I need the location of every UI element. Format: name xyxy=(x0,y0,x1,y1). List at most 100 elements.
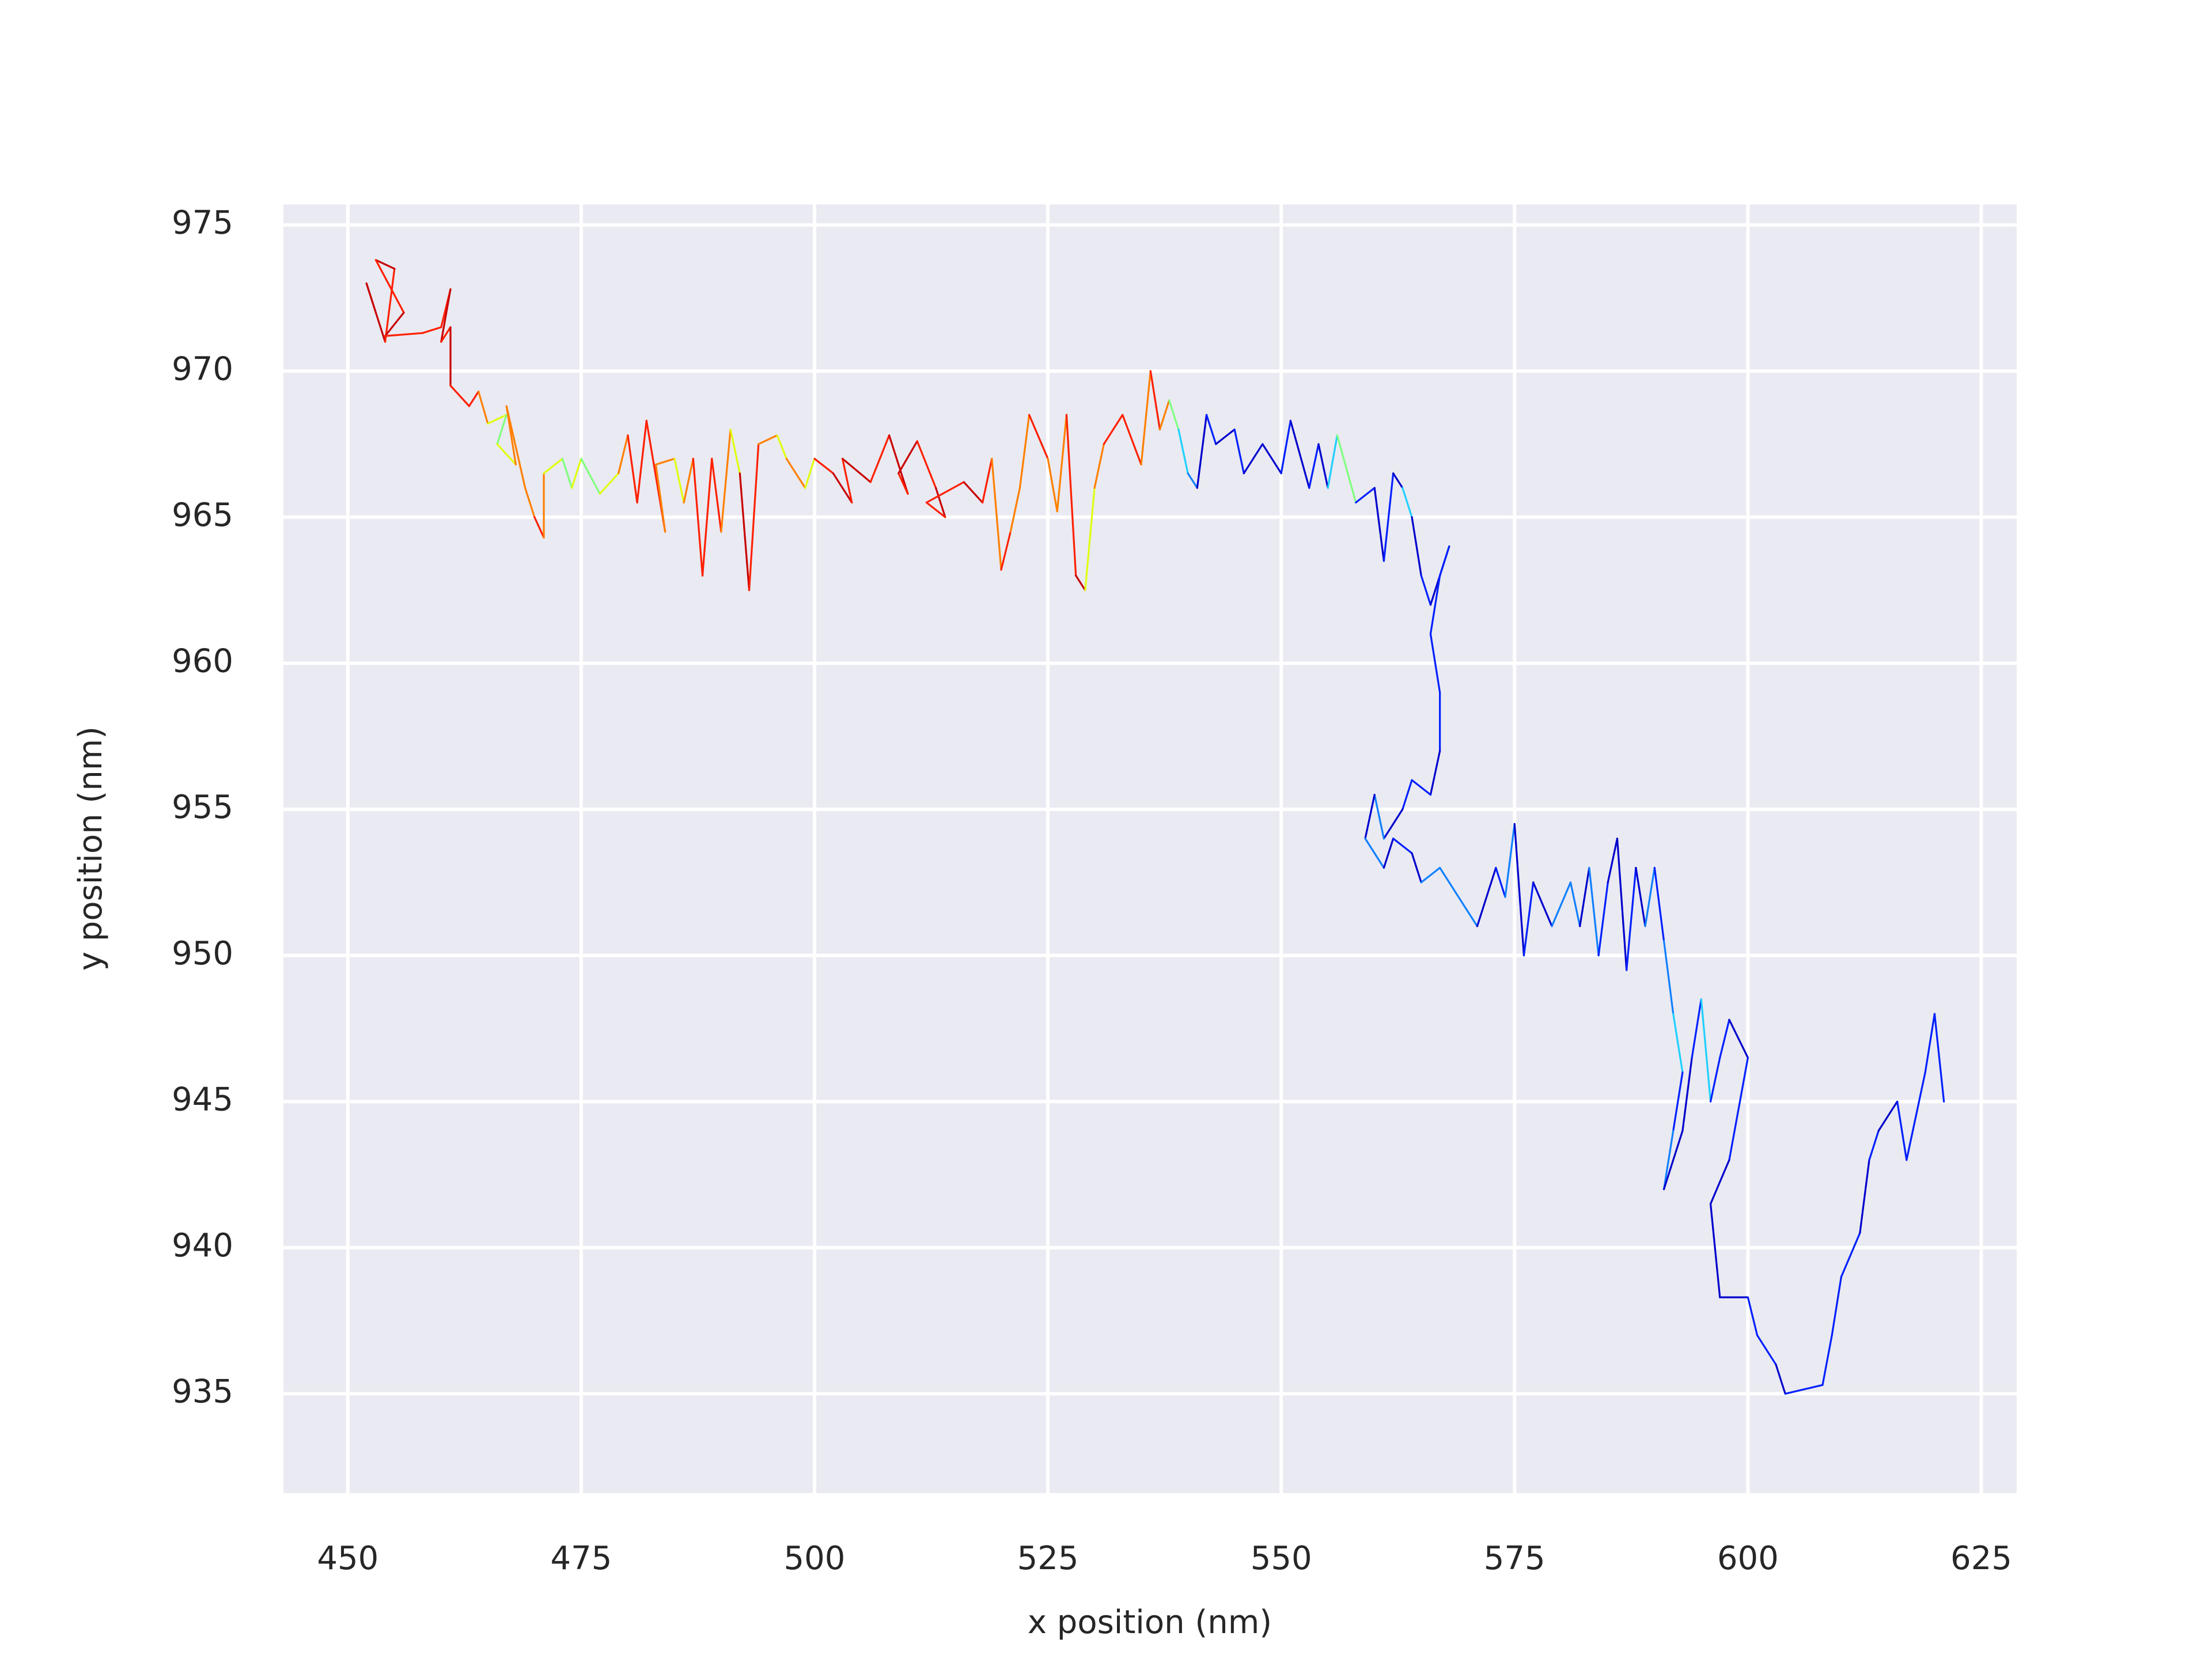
trajectory-segment xyxy=(384,332,424,337)
trajectory-segment xyxy=(440,288,452,343)
trajectory-segment xyxy=(384,267,396,343)
y-tick-label: 955 xyxy=(172,789,233,826)
trajectory-segment xyxy=(599,472,620,495)
trajectory-segment xyxy=(1476,866,1497,927)
trajectory-segment xyxy=(1868,1130,1880,1161)
trajectory-segment xyxy=(1672,1013,1684,1074)
trajectory-segment xyxy=(1187,472,1198,489)
trajectory-segment xyxy=(1243,443,1264,475)
trajectory-segment xyxy=(533,516,545,539)
trajectory-segment xyxy=(1588,866,1600,957)
trajectory-segment xyxy=(1056,414,1068,513)
trajectory-segment xyxy=(580,457,601,495)
trajectory-segment xyxy=(618,434,629,475)
trajectory-segment xyxy=(1569,881,1581,927)
trajectory-segment xyxy=(711,457,722,533)
trajectory-segment xyxy=(925,481,965,504)
trajectory-segment xyxy=(785,457,806,489)
trajectory-segment xyxy=(1205,414,1217,445)
trajectory-segment xyxy=(478,391,489,425)
x-tick-label: 550 xyxy=(1251,1540,1312,1577)
trajectory-segment xyxy=(1579,866,1590,927)
y-tick-label: 965 xyxy=(172,497,233,534)
trajectory-segment xyxy=(468,391,480,407)
trajectory-segment xyxy=(683,457,694,504)
trajectory-segment xyxy=(1429,633,1441,694)
trajectory-segment xyxy=(1924,1013,1936,1074)
trajectory-segment xyxy=(1364,794,1376,840)
trajectory-segment xyxy=(1877,1100,1899,1132)
trajectory-segment xyxy=(1747,1296,1759,1336)
trajectory-segment xyxy=(1392,472,1404,489)
trajectory-segment xyxy=(654,463,666,533)
trajectory-segment xyxy=(1709,1056,1721,1103)
trajectory-segment xyxy=(1262,443,1282,475)
trajectory-segment xyxy=(1616,838,1628,971)
trajectory-segment xyxy=(1355,487,1376,504)
y-tick-label: 945 xyxy=(172,1081,233,1118)
trajectory-segment xyxy=(1728,1056,1749,1161)
trajectory-segment xyxy=(1047,457,1058,513)
trajectory-segment xyxy=(505,405,527,489)
trajectory-segment xyxy=(561,457,573,489)
y-tick-label: 950 xyxy=(172,935,233,972)
trajectory-segment xyxy=(1373,794,1385,840)
trajectory-segment xyxy=(1402,487,1413,518)
trajectory-segment xyxy=(897,472,909,495)
trajectory-segment xyxy=(813,457,834,475)
trajectory-segment xyxy=(1662,1130,1675,1191)
trajectory-segment xyxy=(1327,434,1338,489)
trajectory-segment xyxy=(1626,866,1637,971)
trajectory-segment xyxy=(1093,443,1105,489)
trajectory-segment xyxy=(487,414,507,425)
trajectory-segment xyxy=(440,326,452,343)
trajectory-segment xyxy=(925,501,946,518)
trajectory-segment xyxy=(1177,428,1189,475)
trajectory-segment xyxy=(776,434,787,460)
trajectory-segment xyxy=(1317,443,1329,489)
trajectory-segment xyxy=(1644,866,1656,927)
trajectory-segment xyxy=(1775,1363,1786,1395)
trajectory-segment xyxy=(1719,1018,1730,1059)
x-tick-label: 625 xyxy=(1950,1540,2012,1577)
trajectory-segment xyxy=(1280,419,1291,475)
trajectory-segment xyxy=(496,443,517,466)
trajectory-segment xyxy=(1906,1071,1926,1161)
x-axis-label: x position (nm) xyxy=(1028,1604,1272,1641)
trajectory-segment xyxy=(832,472,853,504)
trajectory-segment xyxy=(1382,808,1404,840)
trajectory-segment xyxy=(841,457,872,483)
trajectory-segment xyxy=(720,428,732,533)
y-tick-label: 940 xyxy=(172,1227,233,1264)
trajectory-segment xyxy=(1859,1159,1870,1234)
trajectory-segment xyxy=(524,487,536,518)
trajectory-segment xyxy=(636,419,647,504)
trajectory-segment xyxy=(1373,487,1385,562)
trajectory-segment xyxy=(384,312,405,337)
trajectory-segment xyxy=(1756,1334,1777,1366)
trajectory-segment xyxy=(729,428,741,475)
trajectory-segment xyxy=(654,457,676,466)
trajectory-segment xyxy=(701,457,713,577)
y-axis-label: y position (nm) xyxy=(72,726,109,971)
y-tick-label: 960 xyxy=(172,643,233,680)
trajectory-segment xyxy=(1429,574,1441,635)
trajectory-segment xyxy=(1691,998,1702,1059)
trajectory-segment xyxy=(1504,823,1516,898)
trajectory-segment xyxy=(1513,823,1525,957)
trajectory-segment xyxy=(1672,1071,1684,1132)
trajectory-segment xyxy=(916,440,937,489)
trajectory-segment xyxy=(374,259,396,270)
trajectory-segment xyxy=(1933,1013,1945,1103)
trajectory-segment xyxy=(1662,940,1675,1015)
trajectory-segment xyxy=(1158,399,1171,431)
trajectory-segment xyxy=(1896,1100,1908,1161)
trajectory-segment xyxy=(1662,1130,1684,1191)
trajectory-segment xyxy=(1336,434,1357,504)
y-tick-label: 935 xyxy=(172,1373,233,1411)
x-tick-label: 600 xyxy=(1717,1540,1779,1577)
trajectory-segment xyxy=(963,481,984,504)
trajectory-segment xyxy=(888,434,909,495)
trajectory-segment xyxy=(1028,414,1049,460)
trajectory-segment xyxy=(1495,866,1506,898)
